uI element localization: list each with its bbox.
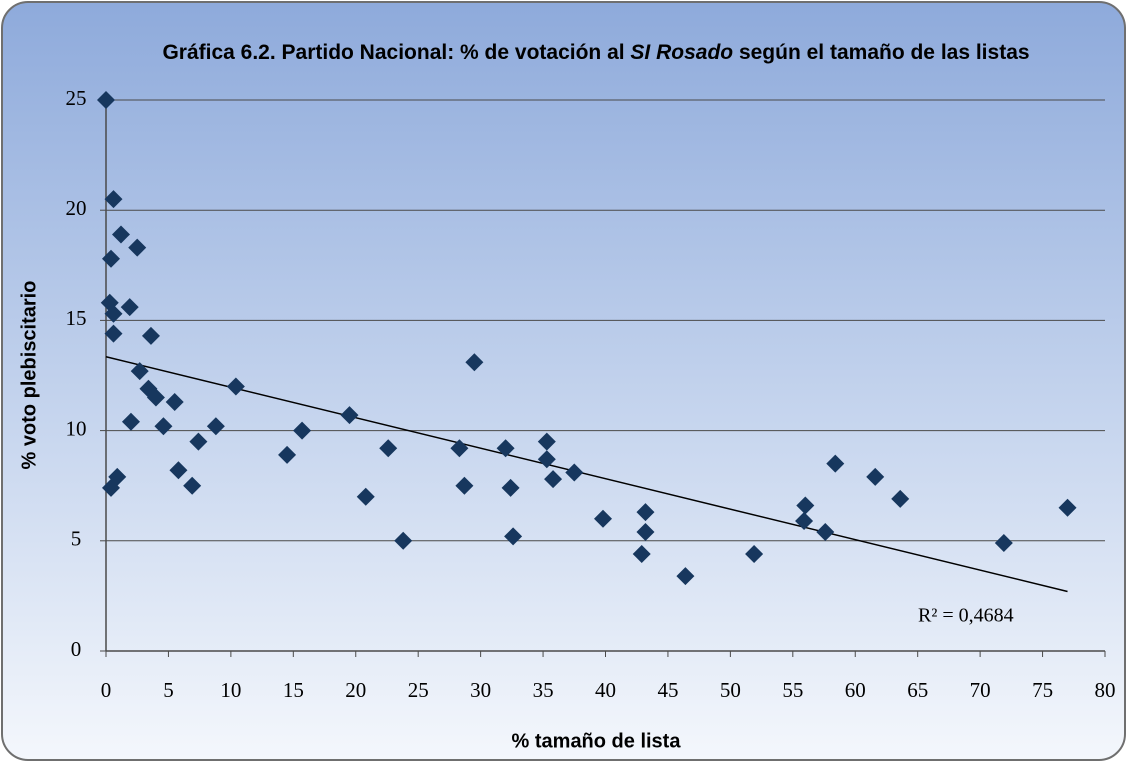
x-tick-label: 65 <box>907 678 928 702</box>
point <box>120 298 139 317</box>
point <box>130 362 149 381</box>
x-tick-label: 10 <box>220 678 241 702</box>
title-part: SI Rosado <box>630 41 733 64</box>
point <box>501 478 520 497</box>
x-tick-label: 80 <box>1095 678 1116 702</box>
point <box>97 91 115 109</box>
point <box>636 522 655 541</box>
point <box>496 439 515 458</box>
point <box>565 463 584 482</box>
chart-title: Gráfica 6.2. Partido Nacional: % de vota… <box>162 41 1029 64</box>
y-tick-label: 10 <box>66 416 87 440</box>
x-tick-label: 75 <box>1032 678 1053 702</box>
point <box>189 432 208 451</box>
point <box>128 238 147 257</box>
annotation: R² = 0,4684 <box>918 605 1014 627</box>
title-part: Gráfica 6.2. Partido Nacional: % de vota… <box>162 41 630 64</box>
x-tick-label: 0 <box>101 678 112 702</box>
point <box>356 487 375 506</box>
point <box>154 417 173 436</box>
point <box>745 545 764 564</box>
y-tick-label: 20 <box>66 196 87 220</box>
y-tick-label: 5 <box>71 527 82 551</box>
x-tick-label: 20 <box>345 678 366 702</box>
point <box>450 439 469 458</box>
point <box>632 545 651 564</box>
point <box>183 476 202 495</box>
point <box>278 445 297 464</box>
point <box>101 249 120 268</box>
point <box>169 461 188 480</box>
y-tick-label: 25 <box>66 86 87 110</box>
point <box>455 476 474 495</box>
title-part: según el tamaño de las listas <box>733 41 1029 64</box>
point <box>104 190 123 209</box>
trendline <box>105 356 1068 593</box>
x-tick-label: 45 <box>657 678 678 702</box>
point <box>465 353 484 372</box>
point <box>394 531 413 550</box>
x-tick-label: 70 <box>970 678 991 702</box>
point <box>226 377 245 396</box>
point <box>504 527 523 546</box>
point <box>121 412 140 431</box>
x-tick-label: 40 <box>595 678 616 702</box>
point <box>111 225 130 244</box>
point <box>340 406 359 425</box>
point <box>206 417 225 436</box>
point <box>165 392 184 411</box>
point <box>826 454 845 473</box>
point <box>795 511 814 530</box>
x-axis-label: % tamaño de lista <box>512 730 682 752</box>
x-tick-label: 30 <box>470 678 491 702</box>
x-tick-label: 35 <box>533 678 554 702</box>
point <box>544 470 563 489</box>
y-tick-label: 0 <box>71 637 82 661</box>
x-tick-label: 15 <box>283 678 304 702</box>
x-tick-label: 5 <box>163 678 174 702</box>
y-tick-label: 15 <box>66 306 87 330</box>
x-tick-label: 55 <box>782 678 803 702</box>
point <box>891 489 910 508</box>
point <box>866 467 885 486</box>
point <box>293 421 312 440</box>
point <box>141 326 160 345</box>
point <box>146 388 165 407</box>
point <box>796 496 815 515</box>
point <box>994 534 1013 553</box>
point <box>104 324 123 343</box>
x-tick-label: 60 <box>845 678 866 702</box>
x-tick-label: 25 <box>408 678 429 702</box>
y-axis-label: % voto plebiscitario <box>18 281 40 470</box>
point <box>537 450 556 469</box>
point <box>101 478 120 497</box>
point <box>537 432 556 451</box>
point <box>816 522 835 541</box>
point <box>104 304 123 323</box>
point <box>636 503 655 522</box>
point <box>379 439 398 458</box>
x-tick-label: 50 <box>720 678 741 702</box>
point <box>676 567 695 586</box>
point <box>594 509 613 528</box>
point <box>1058 498 1077 517</box>
